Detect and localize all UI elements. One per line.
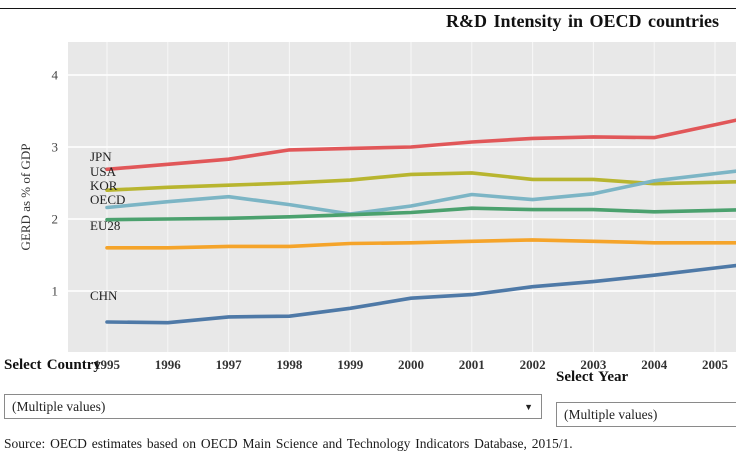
y-tick-label-1: 1 — [52, 284, 59, 299]
series-line-usa — [105, 171, 736, 192]
x-tick-label-1998: 1998 — [276, 357, 303, 372]
x-tick-label-1997: 1997 — [216, 357, 243, 372]
x-tick-label-2001: 2001 — [459, 357, 485, 372]
y-tick-label-3: 3 — [52, 140, 59, 155]
series-line-chn — [105, 263, 736, 325]
year-filter-value: (Multiple values) — [564, 406, 658, 422]
country-filter-value: (Multiple values) — [12, 398, 106, 414]
series-label-oecd: OECD — [90, 192, 125, 207]
source-note: Source: OECD estimates based on OECD Mai… — [4, 436, 573, 451]
series-line-kor — [105, 169, 736, 216]
series-label-kor: KOR — [90, 178, 118, 193]
series-label-chn: CHN — [90, 288, 118, 303]
year-filter-label: Select Year — [556, 369, 629, 385]
x-tick-label-1995: 1995 — [94, 357, 121, 372]
series-label-eu28: EU28 — [90, 218, 120, 233]
x-tick-label-1996: 1996 — [155, 357, 182, 372]
top-divider — [0, 8, 736, 9]
x-tick-label-1999: 1999 — [337, 357, 364, 372]
x-tick-label-2003: 2003 — [580, 357, 607, 372]
x-tick-label-2000: 2000 — [398, 357, 424, 372]
year-filter-dropdown[interactable]: (Multiple values) ▼ — [556, 402, 736, 427]
chevron-down-icon[interactable]: ▼ — [524, 401, 533, 412]
series-label-usa: USA — [90, 164, 117, 179]
x-tick-label-2005: 2005 — [702, 357, 729, 372]
y-tick-label-4: 4 — [52, 68, 59, 83]
x-tick-label-2002: 2002 — [520, 357, 546, 372]
country-filter-label: Select Country — [4, 357, 101, 373]
series-label-jpn: JPN — [90, 149, 112, 164]
y-axis-title: GERD as % of GDP — [18, 144, 33, 251]
page-title: R&D Intensity in OECD countries — [446, 11, 720, 31]
x-tick-label-2004: 2004 — [641, 357, 668, 372]
country-filter-dropdown[interactable]: (Multiple values) ▼ — [4, 394, 542, 419]
series-line-jpn — [105, 118, 736, 172]
series-line-eu28 — [105, 238, 736, 250]
series-line-oecd — [105, 206, 736, 222]
y-tick-label-2: 2 — [52, 212, 59, 227]
